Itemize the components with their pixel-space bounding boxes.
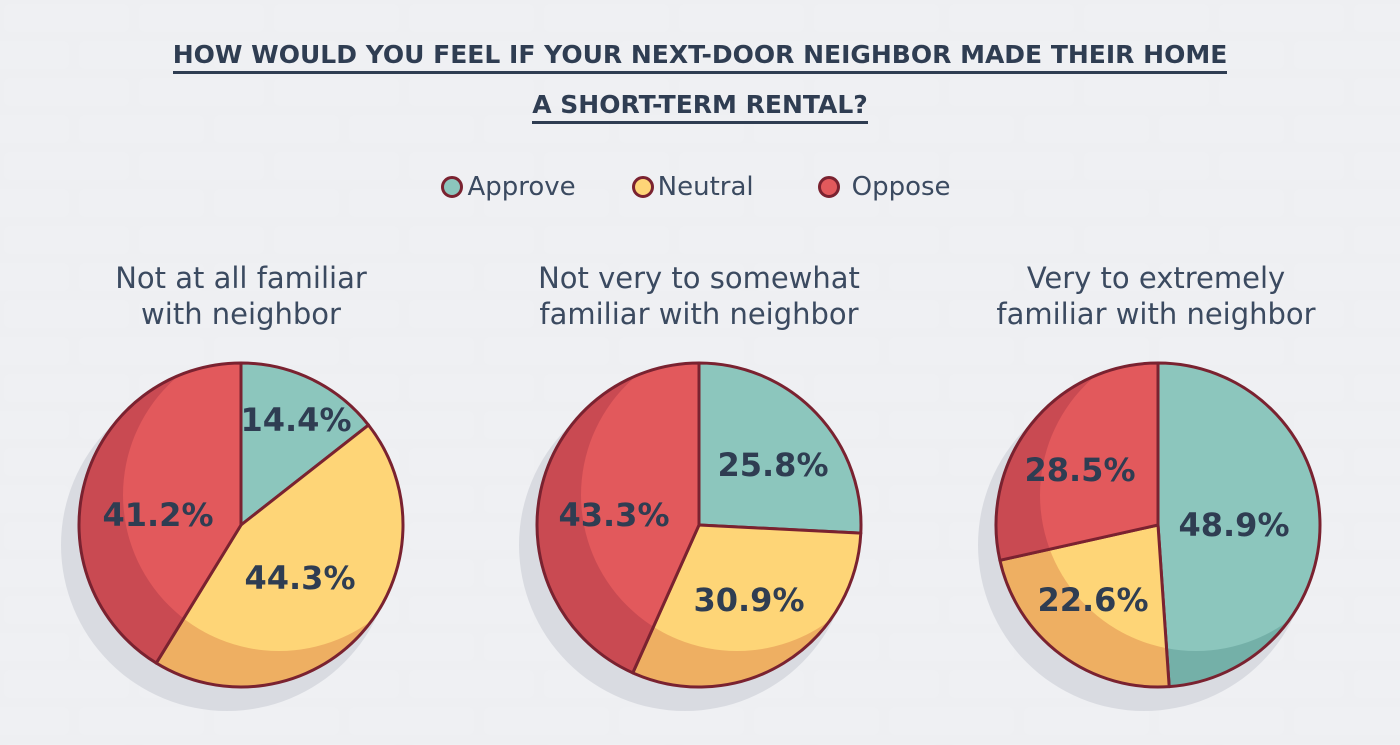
legend: Approve Neutral Oppose: [0, 172, 1400, 202]
pie-1: 14.4% 44.3% 41.2%: [61, 361, 405, 711]
chart-title-line-2: A SHORT-TERM RENTAL?: [0, 90, 1400, 124]
pie-slice-outline: [631, 523, 863, 689]
legend-label: Approve: [467, 172, 576, 202]
subtitle-line: Very to extremely: [1026, 261, 1286, 295]
pie-slice-outline: [154, 423, 405, 689]
subtitle-line: Not at all familiar: [115, 261, 367, 295]
pie-data-label: 30.9%: [693, 581, 804, 619]
subtitle-line: with neighbor: [141, 297, 341, 331]
legend-item-approve: Approve: [441, 172, 576, 202]
pie-slice-oppose: [581, 363, 699, 651]
pie-data-label: 14.4%: [240, 401, 351, 439]
chart-title-line-1: HOW WOULD YOU FEEL IF YOUR NEXT-DOOR NEI…: [0, 40, 1400, 74]
legend-item-oppose: Oppose: [817, 172, 951, 202]
legend-label: Oppose: [851, 172, 951, 202]
pie-slice-outline: [994, 361, 1160, 562]
subtitle-line: Not very to somewhat: [538, 261, 860, 295]
pie-3: 48.9% 22.6% 28.5%: [978, 361, 1322, 711]
pie-1-subtitle: Not at all familiar with neighbor: [31, 260, 451, 332]
pie-slice-outline: [1156, 361, 1322, 689]
legend-item-neutral: Neutral: [631, 172, 754, 202]
pie-slice-outline: [697, 361, 863, 535]
pie-slice-approve: [1158, 363, 1320, 651]
legend-swatch-oppose: [817, 176, 840, 198]
pie-data-label: 44.3%: [244, 559, 355, 597]
legend-swatch-neutral: [631, 176, 654, 198]
pie-data-label: 48.9%: [1178, 506, 1289, 544]
pie-slice-outline: [77, 361, 243, 665]
pie-slice-outline: [535, 361, 701, 675]
pie-slice-oppose: [1040, 363, 1158, 561]
pie-2: 25.8% 30.9% 43.3%: [519, 361, 863, 711]
legend-swatch-approve: [441, 176, 464, 198]
pie-slice-neutral: [1040, 525, 1170, 651]
pie-slice-approve: [699, 363, 862, 534]
pie-data-label: 41.2%: [102, 496, 213, 534]
pie-2-subtitle: Not very to somewhat familiar with neigh…: [489, 260, 909, 332]
pie-slice-outline: [998, 523, 1171, 689]
pie-data-label: 43.3%: [558, 496, 669, 534]
legend-label: Neutral: [657, 172, 754, 202]
subtitle-line: familiar with neighbor: [539, 297, 859, 331]
pie-data-label: 22.6%: [1037, 581, 1148, 619]
pie-slice-oppose: [123, 363, 242, 651]
pie-3-subtitle: Very to extremely familiar with neighbor: [946, 260, 1366, 332]
pie-data-label: 28.5%: [1024, 451, 1135, 489]
pie-data-label: 25.8%: [717, 446, 828, 484]
pie-slice-outline: [239, 361, 370, 527]
subtitle-line: familiar with neighbor: [996, 297, 1316, 331]
